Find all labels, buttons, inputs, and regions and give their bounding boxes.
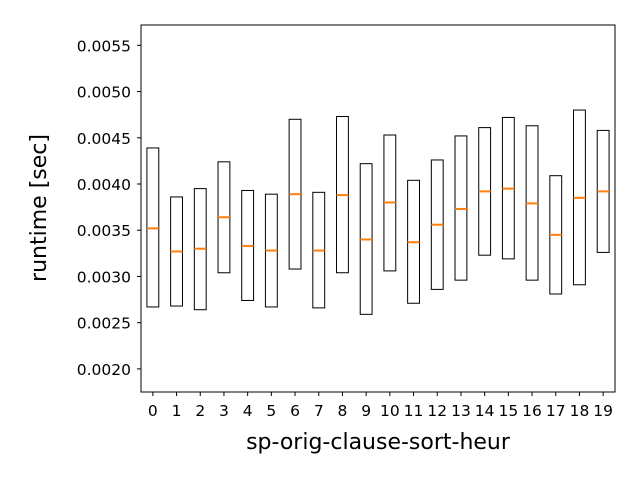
x-tick-label: 8 [338,402,348,420]
y-tick-label: 0.0030 [77,268,131,286]
plot-frame [140,24,616,393]
x-tick-label: 15 [498,402,518,420]
box-series [146,109,610,315]
x-axis-label: sp-orig-clause-sort-heur [246,430,511,455]
y-tick-label: 0.0050 [77,84,131,102]
y-tick-label: 0.0020 [77,361,131,379]
x-tick-label: 5 [266,402,276,420]
x-tick-label: 16 [522,402,542,420]
plot-area [141,25,615,392]
x-tick-label: 2 [195,402,205,420]
x-tick-label: 11 [404,402,424,420]
x-tick-label: 9 [361,402,371,420]
y-tick-label: 0.0040 [77,176,131,194]
y-axis: 0.0020 0.0025 0.0030 0.0035 0.0040 0.0045 0.00… [77,37,141,379]
y-tick-label: 0.0035 [77,222,131,240]
x-tick-label: 17 [546,402,566,420]
x-tick-label: 0 [148,402,158,420]
x-tick-label: 6 [290,402,300,420]
x-tick-label: 7 [314,402,324,420]
y-tick-label: 0.0045 [77,130,131,148]
x-tick-label: 13 [451,402,471,420]
y-axis-label: runtime [sec] [27,134,52,282]
x-tick-label: 1 [172,402,182,420]
y-tick-label: 0.0055 [77,37,131,55]
x-tick-label: 19 [593,402,613,420]
x-tick-label: 14 [475,402,495,420]
y-tick-label: 0.0025 [77,315,131,333]
x-tick-label: 18 [570,402,590,420]
x-axis: 0 1 2 3 4 5 6 7 8 9 10 11 12 13 14 15 16 17 18 19 [148,392,613,420]
x-tick-label: 4 [243,402,253,420]
x-tick-label: 12 [427,402,447,420]
x-tick-label: 3 [219,402,229,420]
x-tick-label: 10 [380,402,400,420]
